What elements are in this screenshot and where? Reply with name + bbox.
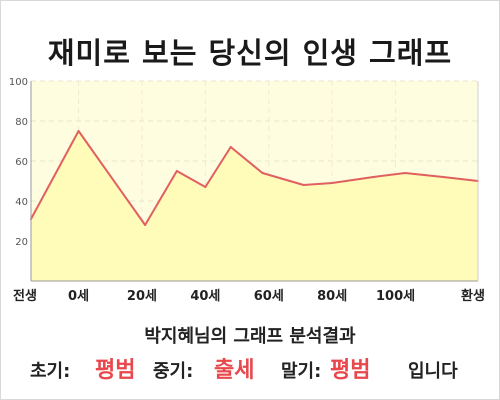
data-point (175, 170, 178, 172)
y-tick-label: 20 (15, 237, 28, 248)
life-area (31, 131, 478, 281)
early-label: 초기: (30, 361, 71, 382)
analysis-subtitle: 박지혜님의 그래프 분석결과 (144, 326, 356, 347)
x-tick-label: 100세 (376, 289, 415, 304)
late-label: 말기: (281, 361, 322, 382)
data-point (204, 186, 207, 188)
result-suffix: 입니다 (408, 361, 458, 382)
data-point (302, 184, 305, 186)
y-tick-label: 40 (15, 197, 28, 208)
data-point (261, 172, 264, 174)
data-point (229, 146, 232, 148)
life-graph-chart: 20 40 60 80 100 전생 0세 20세 40세 60세 80세 100세 환생 (9, 77, 485, 304)
middle-value: 출세 (214, 358, 255, 383)
data-point (144, 224, 147, 226)
data-point (442, 176, 445, 178)
data-point (372, 176, 375, 178)
middle-label: 중기: (153, 361, 194, 382)
data-point (77, 130, 80, 132)
data-point (331, 182, 334, 184)
x-tick-label: 환생 (461, 288, 485, 304)
x-tick-label: 60세 (254, 289, 284, 304)
x-tick-label: 0세 (68, 289, 89, 304)
x-tick-label: 80세 (317, 289, 347, 304)
x-tick-label: 전생 (13, 288, 37, 304)
data-point (404, 172, 407, 174)
x-tick-label: 40세 (190, 289, 220, 304)
early-value: 평범 (95, 358, 136, 383)
x-tick-label: 20세 (127, 289, 157, 304)
y-tick-label: 60 (15, 157, 28, 168)
y-tick-label: 100 (9, 77, 28, 88)
y-tick-label: 80 (15, 117, 28, 128)
page-title: 재미로 보는 당신의 인생 그래프 (47, 36, 453, 70)
late-value: 평범 (330, 358, 371, 383)
